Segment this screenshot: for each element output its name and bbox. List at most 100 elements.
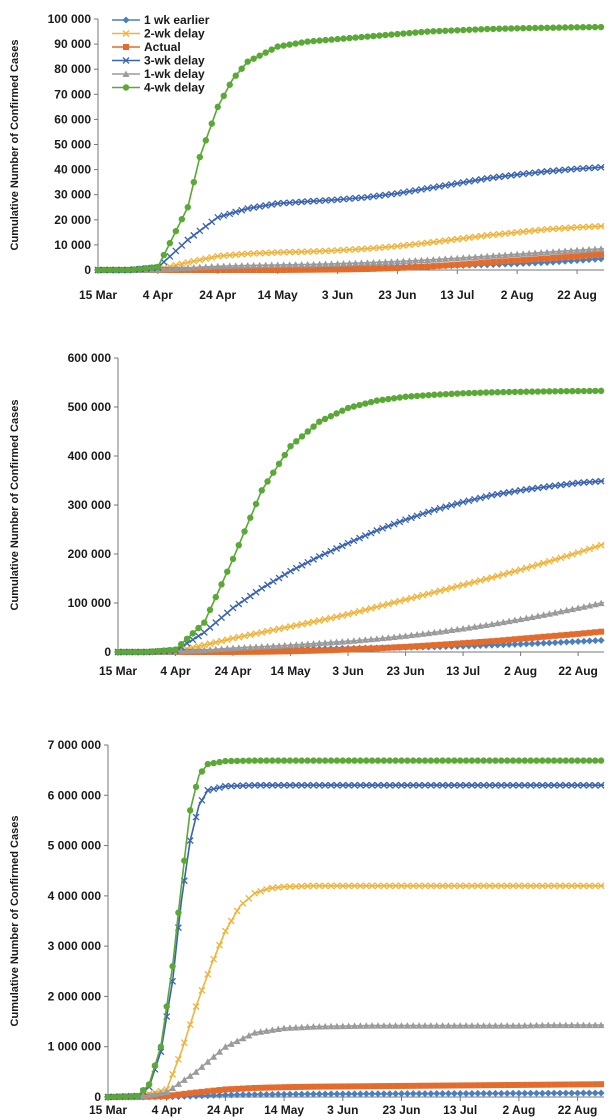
chart-panel-1: 0 10 000 20 000 30 000 40 000 50 000 60 000 70 …	[9, 12, 605, 302]
data-point	[246, 643, 254, 651]
data-point	[128, 1092, 135, 1100]
data-point	[462, 781, 470, 789]
data-point	[316, 757, 323, 764]
data-point	[238, 206, 246, 214]
data-point	[245, 1085, 252, 1092]
y-tick-label: 10 000	[54, 238, 91, 252]
data-point	[310, 757, 317, 764]
data-point	[223, 644, 231, 652]
data-point	[210, 785, 218, 793]
data-point	[474, 1022, 482, 1029]
data-point	[517, 486, 525, 494]
data-point	[356, 646, 363, 653]
data-point	[189, 630, 196, 637]
data-point	[540, 639, 548, 647]
data-point	[364, 245, 371, 253]
data-point	[212, 593, 219, 601]
data-point	[286, 248, 294, 256]
data-point	[256, 203, 264, 210]
data-point	[251, 757, 258, 764]
data-point	[216, 758, 223, 766]
data-point	[456, 1089, 464, 1097]
data-point	[474, 1082, 481, 1089]
data-point	[104, 1093, 112, 1101]
data-point	[256, 267, 263, 273]
data-point	[250, 261, 258, 269]
y-tick-label: 4 000 000	[48, 889, 102, 903]
x-tick-label: 4 Apr	[152, 1103, 183, 1117]
data-point	[239, 899, 247, 907]
data-point	[402, 643, 409, 650]
data-point	[480, 882, 488, 890]
data-point	[465, 253, 473, 261]
data-point	[139, 1092, 147, 1099]
data-point	[304, 757, 311, 764]
data-point	[206, 640, 214, 648]
data-point	[579, 223, 587, 231]
data-point	[175, 909, 182, 916]
data-point	[316, 647, 323, 654]
data-point	[586, 545, 594, 553]
data-point	[134, 1092, 141, 1100]
data-point	[380, 1083, 387, 1090]
data-point	[431, 642, 438, 649]
data-point	[556, 882, 564, 890]
data-point	[574, 549, 582, 556]
data-point	[178, 215, 186, 223]
data-point	[396, 644, 403, 651]
data-point	[510, 1081, 517, 1088]
data-point	[380, 1090, 388, 1098]
data-point	[597, 387, 605, 395]
data-point	[459, 254, 467, 261]
data-point	[310, 647, 317, 654]
data-point	[208, 253, 216, 261]
data-point	[286, 261, 294, 268]
data-point	[235, 600, 243, 608]
data-point	[579, 246, 587, 253]
data-point	[187, 1090, 194, 1097]
data-point	[586, 252, 593, 259]
data-point	[585, 223, 593, 231]
data-point	[339, 646, 346, 653]
data-point	[384, 634, 392, 641]
data-point	[202, 137, 209, 144]
data-point	[521, 781, 529, 789]
data-point	[474, 1089, 482, 1097]
data-point	[517, 388, 524, 396]
data-point	[263, 757, 270, 764]
data-point	[189, 636, 197, 644]
data-point	[586, 637, 594, 645]
data-point	[350, 403, 358, 410]
data-point	[374, 757, 382, 764]
data-point	[228, 1086, 235, 1093]
data-point	[252, 588, 260, 596]
data-point	[226, 262, 234, 269]
data-point	[423, 184, 431, 192]
data-point	[419, 642, 426, 649]
data-point	[190, 263, 198, 271]
data-point	[280, 199, 288, 207]
data-point	[286, 1024, 294, 1031]
data-point	[543, 24, 551, 31]
data-point	[385, 644, 392, 651]
data-point	[258, 584, 266, 592]
data-point	[506, 636, 513, 643]
x-tick-label: 2 Aug	[501, 288, 534, 302]
data-point	[500, 637, 507, 644]
data-point	[351, 882, 358, 890]
data-point	[328, 247, 335, 255]
data-point	[333, 757, 341, 764]
data-point	[258, 628, 266, 636]
data-point	[384, 600, 392, 608]
data-point	[374, 1022, 382, 1029]
data-point	[218, 645, 226, 652]
data-point	[519, 228, 527, 236]
data-point	[423, 256, 431, 263]
data-point	[304, 260, 312, 268]
data-point	[227, 1040, 235, 1047]
data-point	[545, 610, 553, 617]
data-point	[527, 1089, 535, 1097]
data-point	[515, 1022, 523, 1029]
data-point	[392, 757, 399, 764]
